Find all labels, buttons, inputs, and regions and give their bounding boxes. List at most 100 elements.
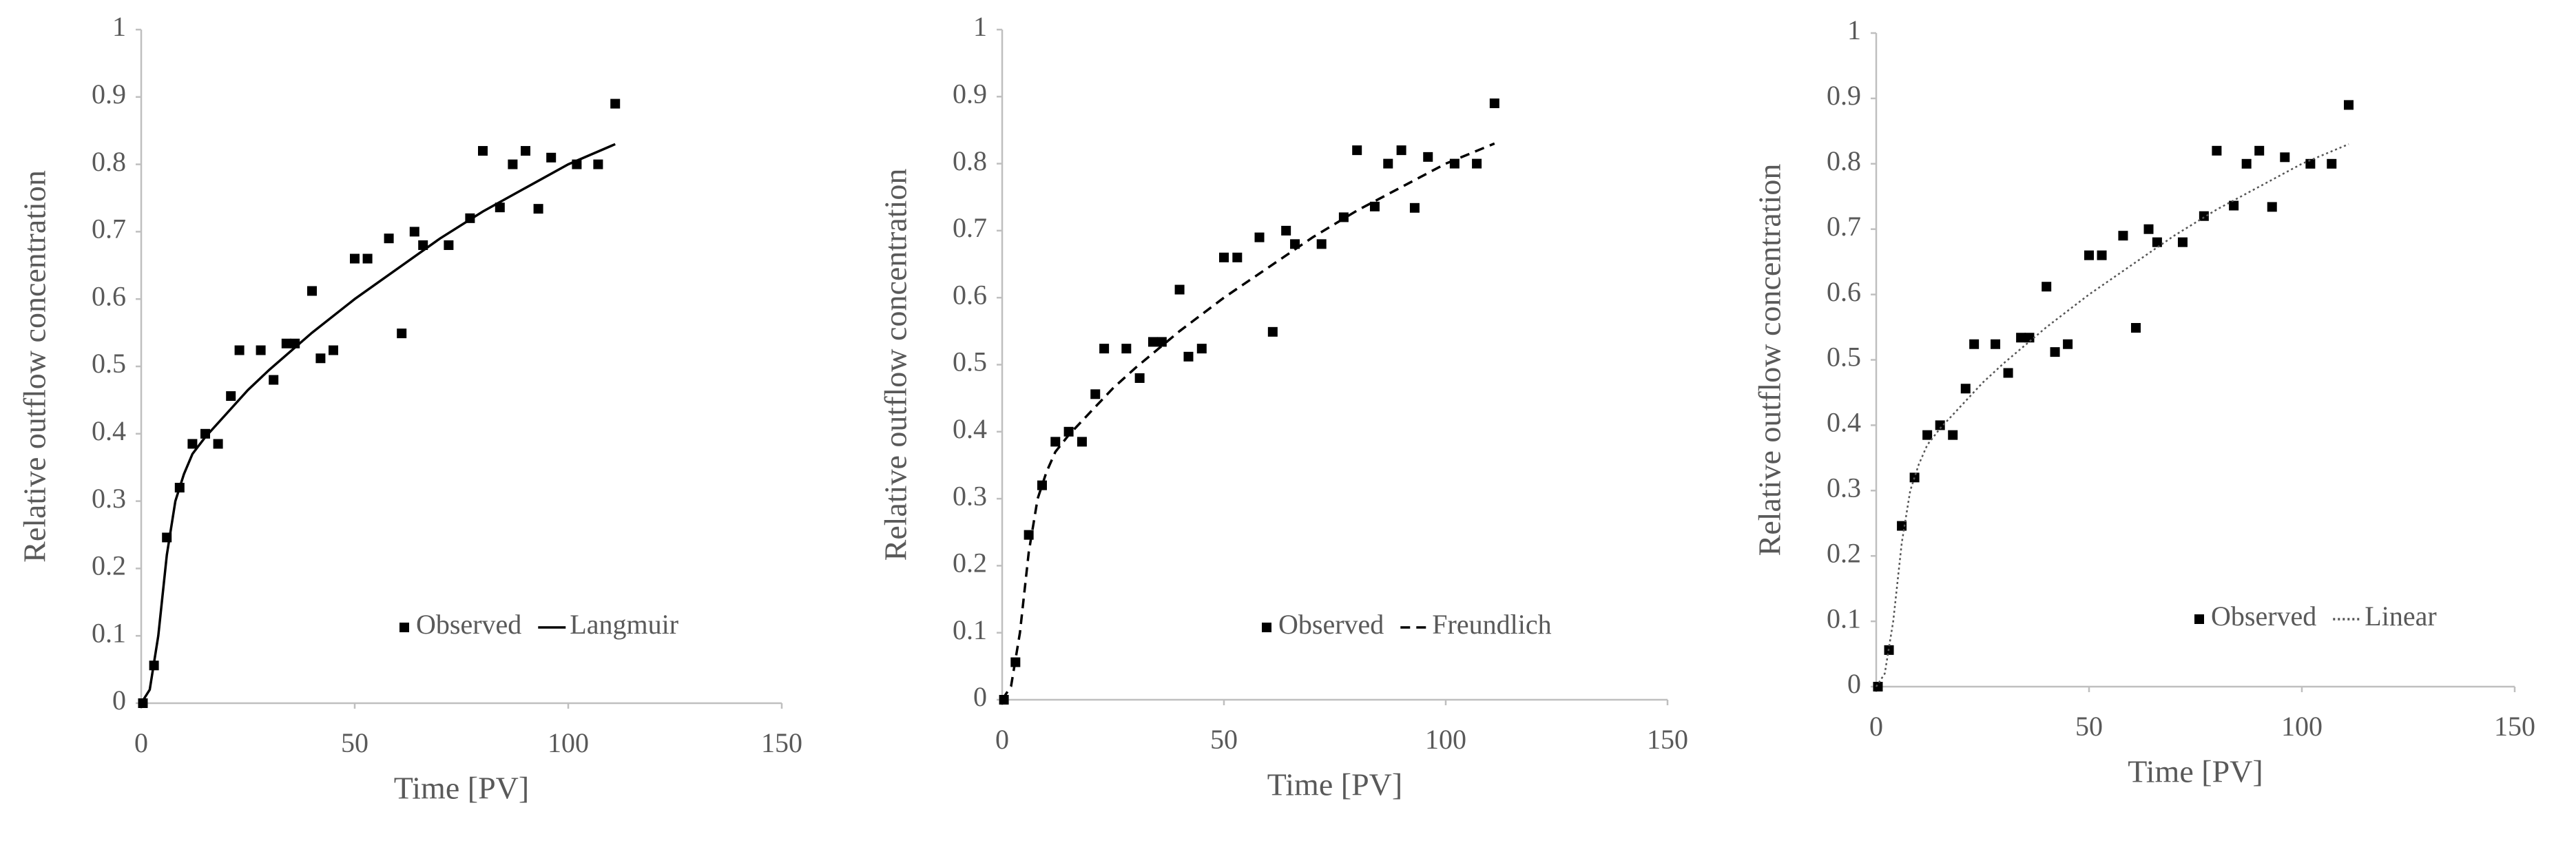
data-point <box>2199 211 2209 221</box>
x-tick-label: 0 <box>995 724 1009 755</box>
y-tick-label: 0.8 <box>953 145 987 176</box>
y-tick-label: 0.7 <box>1827 211 1861 242</box>
x-tick-label: 150 <box>1647 724 1688 755</box>
data-point <box>1267 326 1278 337</box>
data-point <box>1423 152 1433 162</box>
legend-label: Freundlich <box>1432 609 1551 640</box>
data-point <box>213 439 223 449</box>
data-point <box>593 159 603 169</box>
data-point <box>1352 145 1362 156</box>
data-point <box>2042 282 2052 292</box>
y-tick-label: 1 <box>112 11 126 42</box>
data-point <box>2130 322 2141 333</box>
data-point <box>1099 344 1110 354</box>
data-point <box>1383 158 1393 169</box>
data-point <box>315 353 326 364</box>
data-point <box>307 286 317 296</box>
data-point <box>533 204 543 214</box>
y-tick-label: 0.9 <box>953 78 987 109</box>
x-tick-label: 100 <box>2281 711 2323 742</box>
data-point <box>1147 337 1158 347</box>
data-point <box>1369 201 1380 211</box>
data-point <box>495 202 505 213</box>
data-point <box>1472 158 1482 169</box>
data-point <box>138 698 148 708</box>
data-point <box>234 345 245 355</box>
data-point <box>329 345 338 355</box>
data-point <box>610 98 621 109</box>
data-point <box>2267 202 2277 212</box>
data-point <box>2152 237 2162 247</box>
x-tick-label: 50 <box>1210 724 1238 755</box>
legend-label: Langmuir <box>570 609 678 640</box>
legend-label: Observed <box>2211 601 2316 632</box>
data-point <box>1037 480 1047 490</box>
x-tick-label: 100 <box>1425 724 1466 755</box>
y-tick-label: 0.5 <box>92 348 126 379</box>
y-tick-label: 0.4 <box>1827 407 1861 438</box>
data-point <box>256 345 266 355</box>
data-point <box>1156 337 1167 347</box>
data-point <box>1409 202 1420 213</box>
y-tick-label: 0.4 <box>953 413 987 444</box>
data-point <box>521 146 530 156</box>
y-tick-label: 1 <box>1847 14 1861 45</box>
y-axis-label: Relative outflow concentration <box>17 170 52 563</box>
x-tick-label: 0 <box>1869 711 1883 742</box>
data-point <box>2084 250 2094 260</box>
y-tick-label: 0.1 <box>1827 603 1861 634</box>
y-tick-label: 0 <box>973 681 987 712</box>
x-tick-label: 150 <box>2494 711 2535 742</box>
y-tick-label: 0.7 <box>92 214 126 244</box>
y-tick-label: 0.6 <box>953 279 987 310</box>
data-point <box>1174 284 1185 295</box>
y-axis-label: Relative outflow concentration <box>1752 164 1787 556</box>
y-tick-label: 0.5 <box>1827 342 1861 373</box>
data-point <box>508 159 518 169</box>
data-point <box>2003 368 2013 378</box>
x-tick-label: 50 <box>2075 711 2103 742</box>
data-point <box>397 329 407 339</box>
data-point <box>1254 232 1265 242</box>
data-point <box>1090 389 1101 399</box>
data-point <box>1281 225 1291 236</box>
data-point <box>999 695 1009 705</box>
data-point <box>1050 437 1061 447</box>
data-point <box>1873 682 1883 691</box>
y-tick-label: 0.8 <box>92 146 126 177</box>
x-axis-label: Time [PV] <box>1267 767 1402 802</box>
data-point <box>2050 347 2060 357</box>
data-point <box>444 240 454 250</box>
data-point <box>2143 224 2154 234</box>
y-tick-label: 0.2 <box>953 548 987 579</box>
data-point <box>2212 145 2222 156</box>
fit-line <box>1001 142 1495 700</box>
data-point <box>1219 252 1229 262</box>
data-point <box>362 253 373 264</box>
legend-marker <box>2194 614 2204 624</box>
data-point <box>409 227 419 237</box>
y-tick-label: 0.7 <box>953 212 987 243</box>
data-point <box>1991 339 2001 349</box>
legend-label: Observed <box>416 609 521 640</box>
data-point <box>1922 430 1933 440</box>
legend-label: Observed <box>1278 609 1384 640</box>
x-axis-label: Time [PV] <box>394 771 529 806</box>
data-point <box>384 233 394 244</box>
y-tick-label: 0 <box>112 685 126 716</box>
data-point <box>2118 231 2128 241</box>
data-point <box>1196 344 1207 354</box>
data-point <box>269 375 279 385</box>
y-tick-label: 0.9 <box>1827 80 1861 111</box>
data-point <box>226 391 236 402</box>
data-point <box>2343 100 2354 110</box>
legend-label: Linear <box>2365 601 2436 632</box>
y-tick-label: 0.2 <box>1827 537 1861 568</box>
data-point <box>2305 158 2316 169</box>
data-point <box>2024 333 2035 343</box>
y-tick-label: 0.8 <box>1827 145 1861 176</box>
y-tick-label: 0.9 <box>92 79 126 110</box>
data-point <box>1489 98 1499 109</box>
